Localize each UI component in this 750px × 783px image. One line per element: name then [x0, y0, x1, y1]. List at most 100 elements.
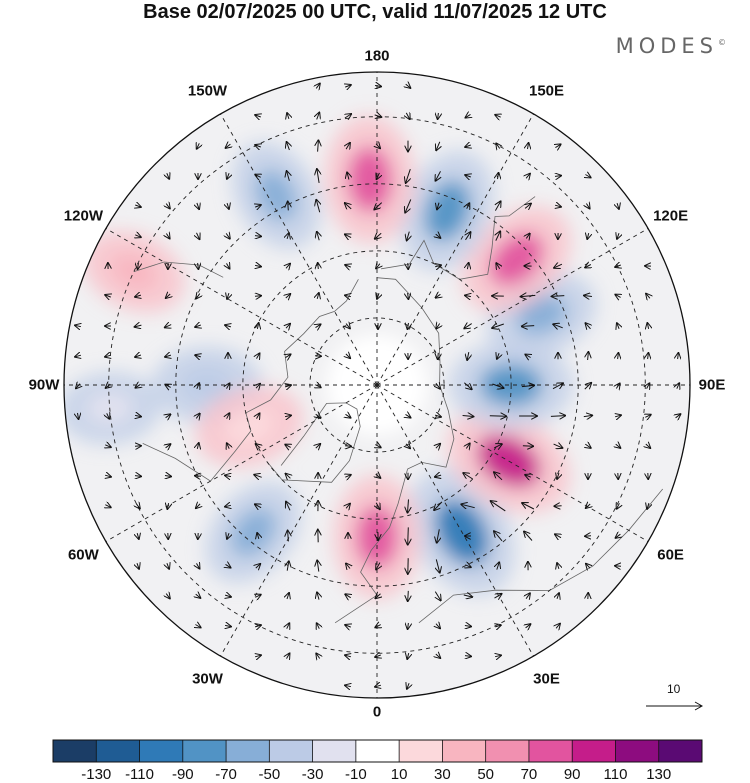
wind-vector	[226, 233, 230, 238]
wind-vector	[586, 564, 590, 568]
wind-vector	[435, 415, 441, 417]
wind-vector	[227, 293, 229, 299]
wind-vector	[494, 594, 502, 598]
wind-vector	[555, 144, 560, 147]
wind-vector	[285, 415, 291, 416]
wind-vector	[677, 383, 679, 388]
wind-vector	[377, 173, 380, 179]
wind-vector	[521, 295, 536, 296]
wind-vector	[555, 205, 561, 207]
wind-vector	[75, 325, 81, 326]
wind-vector	[375, 445, 380, 448]
wind-vector	[255, 504, 261, 507]
wind-vector	[434, 501, 443, 510]
wind-vector	[135, 205, 141, 207]
wind-vector	[346, 564, 350, 569]
wind-vector	[107, 413, 110, 418]
wind-vector	[437, 529, 440, 542]
wind-vector	[197, 443, 198, 449]
wind-vector	[167, 173, 169, 179]
longitude-label-180: 180	[364, 47, 390, 65]
colorbar-swatch	[96, 740, 140, 762]
wind-vector	[195, 476, 201, 477]
wind-vector	[645, 415, 650, 418]
wind-vector	[436, 624, 440, 629]
wind-vector	[227, 413, 230, 418]
wind-vector	[616, 534, 621, 538]
wind-vector	[287, 561, 289, 571]
reference-arrow-icon	[646, 701, 704, 711]
reference-vector-label: 10	[667, 682, 681, 696]
wind-vector	[407, 231, 410, 241]
wind-vector	[78, 413, 79, 419]
wind-vector	[346, 504, 350, 509]
wind-vector	[286, 354, 291, 357]
reference-vector: 10	[640, 682, 710, 712]
wind-vector	[465, 145, 471, 147]
wind-vector	[135, 415, 141, 416]
coastline	[381, 196, 536, 280]
wind-vector	[374, 202, 383, 210]
longitude-label-60w: 60W	[67, 546, 99, 563]
colorbar-tick-label: 130	[646, 766, 671, 783]
wind-vector	[492, 384, 504, 388]
wind-vector	[554, 264, 563, 268]
colorbar-tick-label: -130	[81, 766, 111, 783]
wind-vector	[585, 444, 590, 448]
colorbar-tick-label: 110	[604, 766, 628, 783]
wind-vector	[496, 144, 499, 149]
wind-vector	[196, 504, 200, 508]
wind-vector	[375, 625, 380, 628]
wind-vector	[494, 472, 503, 481]
wind-vector	[495, 201, 500, 211]
wind-vector	[198, 263, 199, 269]
anomaly-core	[231, 508, 276, 557]
wind-vector	[317, 560, 319, 572]
wind-vector	[346, 324, 350, 329]
wind-vector	[254, 475, 262, 478]
wind-vector	[616, 384, 619, 389]
wind-vector	[526, 624, 531, 628]
wind-vector	[498, 173, 499, 179]
coastline	[266, 402, 361, 483]
wind-vector	[286, 264, 290, 269]
wind-vector	[255, 595, 260, 598]
wind-vector	[463, 595, 472, 597]
longitude-label-30w: 30W	[192, 670, 223, 688]
wind-vector	[316, 200, 319, 213]
wind-vector	[583, 415, 592, 416]
colorbar-tick-label: -70	[215, 766, 237, 783]
wind-vector	[287, 593, 289, 599]
polar-map	[63, 71, 691, 699]
wind-vector	[197, 143, 200, 148]
wind-vector	[105, 355, 111, 357]
wind-vector	[345, 446, 351, 447]
wind-vector	[408, 623, 409, 629]
wind-vector	[165, 476, 171, 477]
wind-vector	[345, 234, 351, 237]
wind-vector	[227, 173, 229, 179]
wind-vector	[465, 295, 471, 296]
wind-vector	[467, 263, 468, 269]
wind-vector	[135, 295, 141, 297]
wind-vector	[557, 563, 559, 569]
wind-vector	[287, 653, 290, 658]
colorbar-swatch	[269, 740, 313, 762]
wind-vector	[465, 565, 470, 567]
wind-vector	[586, 504, 590, 508]
anomaly-core	[110, 253, 157, 290]
wind-vector	[286, 294, 290, 298]
wind-vector	[525, 355, 530, 358]
wind-vector	[316, 324, 321, 327]
wind-vector	[617, 203, 619, 209]
wind-vector	[463, 473, 473, 480]
wind-vector	[408, 527, 409, 544]
wind-vector	[167, 503, 168, 509]
wind-vector	[557, 593, 559, 599]
map-border	[63, 71, 691, 699]
wind-vector	[317, 232, 319, 241]
wind-vector	[196, 594, 201, 598]
wind-vector	[317, 623, 320, 628]
wind-vector	[255, 205, 261, 207]
colorbar-tick-label: 70	[521, 766, 538, 783]
